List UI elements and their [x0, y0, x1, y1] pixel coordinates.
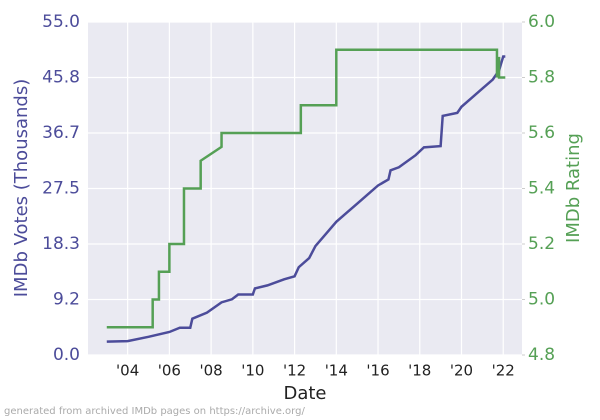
- x-tick-label: '04: [116, 362, 139, 380]
- y2-tick-label: 6.0: [528, 12, 555, 32]
- x-tick-label: '20: [450, 362, 473, 380]
- y2-tick-label: 4.8: [528, 345, 555, 365]
- y-tick-label: 27.5: [42, 179, 80, 199]
- y2-tick-label: 5.0: [528, 290, 555, 310]
- x-tick-label: '08: [199, 362, 222, 380]
- y2-tick-label: 5.4: [528, 179, 555, 199]
- x-axis-label: Date: [283, 383, 326, 404]
- series-line: [106, 55, 506, 343]
- y-axis-label: IMDb Votes (Thousands): [11, 79, 32, 298]
- y2-axis-label: IMDb Rating: [563, 133, 584, 243]
- y-tick-label: 55.0: [42, 12, 80, 32]
- y2-tick-label: 5.8: [528, 68, 555, 88]
- x-tick-label: '06: [158, 362, 181, 380]
- footnote: generated from archived IMDb pages on ht…: [4, 406, 305, 417]
- x-tick-label: '12: [283, 362, 306, 380]
- x-tick-label: '16: [366, 362, 389, 380]
- x-tick-label: '18: [408, 362, 431, 380]
- y-tick-label: 45.8: [42, 68, 80, 88]
- x-tick-label: '22: [492, 362, 515, 380]
- y2-tick-label: 5.6: [528, 123, 555, 143]
- y-tick-label: 36.7: [42, 123, 80, 143]
- y-tick-label: 18.3: [42, 234, 80, 254]
- y2-tick-label: 5.2: [528, 234, 555, 254]
- y-tick-label: 0.0: [53, 345, 80, 365]
- x-tick-label: '10: [241, 362, 264, 380]
- y-tick-label: 9.2: [53, 289, 80, 309]
- x-tick-label: '14: [325, 362, 348, 380]
- series-line: [106, 48, 506, 329]
